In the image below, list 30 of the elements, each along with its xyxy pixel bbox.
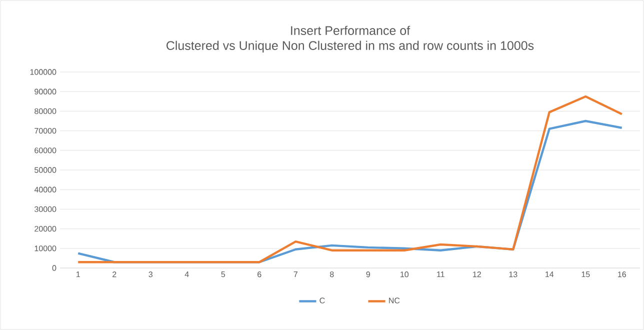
- x-tick-label: 10: [400, 272, 409, 278]
- x-tick-label: 13: [509, 272, 518, 278]
- x-tick-label: 9: [366, 272, 370, 278]
- y-tick-label: 90000: [34, 88, 56, 94]
- x-tick-label: 4: [184, 272, 189, 278]
- y-tick-label: 60000: [34, 148, 56, 154]
- x-tick-label: 12: [473, 272, 481, 278]
- chart-title: Insert Performance of Clustered vs Unique Non Clustered in ms and row counts in 1000s: [166, 26, 534, 52]
- y-tick-label: 10000: [34, 246, 56, 252]
- x-tick-label: 11: [437, 272, 444, 278]
- y-tick-label: 0: [52, 265, 56, 271]
- x-tick-label: 8: [330, 272, 334, 278]
- x-tick-label: 1: [76, 272, 80, 278]
- x-tick-label: 3: [148, 272, 152, 278]
- x-tick-label: 7: [294, 272, 298, 278]
- x-tick-label: 5: [221, 272, 226, 278]
- y-tick-label: 40000: [34, 186, 56, 192]
- y-tick-label: 20000: [34, 226, 56, 232]
- legend-label: C: [320, 298, 325, 304]
- x-tick-label: 16: [618, 272, 626, 278]
- x-tick-label: 14: [546, 272, 554, 278]
- y-tick-label: 80000: [34, 108, 56, 114]
- y-tick-label: 30000: [34, 206, 56, 212]
- y-tick-label: 70000: [34, 128, 56, 134]
- x-tick-label: 6: [258, 272, 262, 278]
- y-tick-label: 100000: [30, 69, 56, 75]
- y-tick-label: 50000: [34, 167, 56, 173]
- x-tick-label: 2: [112, 272, 116, 278]
- x-tick-label: 15: [582, 272, 590, 278]
- legend-label: NC: [389, 298, 400, 304]
